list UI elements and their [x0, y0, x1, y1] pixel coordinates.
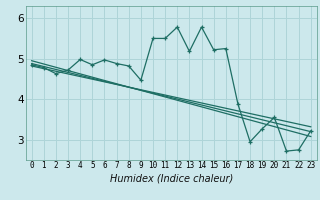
X-axis label: Humidex (Indice chaleur): Humidex (Indice chaleur): [109, 173, 233, 183]
